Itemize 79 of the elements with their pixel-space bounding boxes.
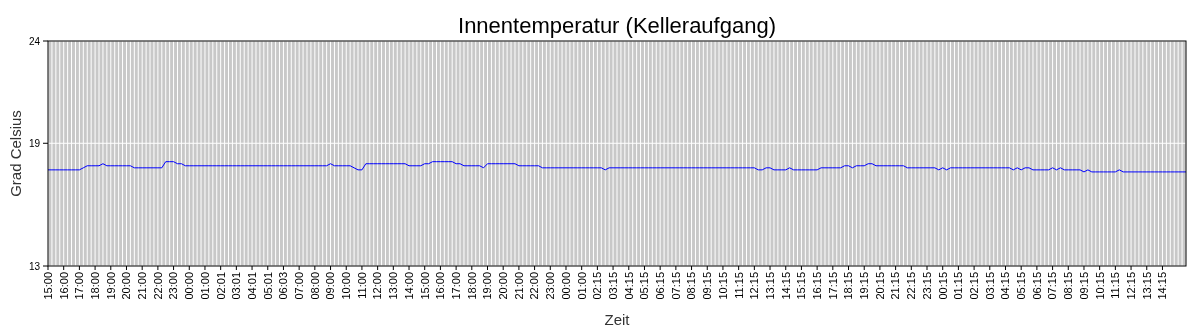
x-tick-label: 18:00 <box>88 272 101 300</box>
x-tick-label: 13:00 <box>387 272 400 300</box>
x-tick-label: 21:00 <box>136 272 149 300</box>
x-tick-label: 03:15 <box>606 272 619 300</box>
x-tick-label: 07:15 <box>1046 272 1059 300</box>
x-tick-label: 03:15 <box>983 272 996 300</box>
x-tick-label: 08:15 <box>1062 272 1075 300</box>
x-tick-label: 11:00 <box>355 272 368 299</box>
x-tick-label: 01:00 <box>575 272 588 300</box>
x-tick-label: 08:00 <box>308 272 321 300</box>
x-tick-label: 16:00 <box>434 272 447 300</box>
x-tick-label: 23:15 <box>920 272 933 300</box>
x-tick-label: 16:15 <box>810 272 823 300</box>
x-tick-label: 15:15 <box>795 272 808 300</box>
x-tick-label: 09:15 <box>701 272 714 300</box>
x-tick-label: 15:00 <box>418 272 431 300</box>
x-tick-label: 12:15 <box>1124 272 1137 300</box>
x-tick-label: 08:15 <box>685 272 698 300</box>
x-tick-label: 19:00 <box>481 272 494 300</box>
x-tick-label: 23:00 <box>544 272 557 300</box>
x-tick-label: 20:15 <box>873 272 886 300</box>
x-tick-label: 17:00 <box>449 272 462 300</box>
x-tick-label: 19:15 <box>858 272 871 300</box>
x-tick-label: 18:15 <box>842 272 855 300</box>
chart-title: Innentemperatur (Kelleraufgang) <box>458 13 776 38</box>
x-tick-label: 00:15 <box>936 272 949 300</box>
x-tick-label: 17:15 <box>826 272 839 300</box>
y-axis-title: Grad Celsius <box>7 110 24 197</box>
x-tick-label: 13:15 <box>1140 272 1153 300</box>
x-tick-label: 07:15 <box>669 272 682 300</box>
x-tick-label: 06:15 <box>1030 272 1043 300</box>
x-tick-label: 05:01 <box>261 272 274 300</box>
x-tick-label: 22:15 <box>905 272 918 300</box>
x-tick-label: 00:00 <box>559 272 572 300</box>
x-tick-label: 11:15 <box>1109 272 1122 299</box>
x-tick-label: 18:00 <box>465 272 478 300</box>
x-tick-label: 09:00 <box>324 272 337 300</box>
x-tick-label: 14:15 <box>779 272 792 300</box>
x-tick-label: 04:15 <box>622 272 635 300</box>
x-tick-label: 05:15 <box>1015 272 1028 300</box>
x-tick-label: 14:00 <box>402 272 415 300</box>
x-axis-title: Zeit <box>604 311 631 328</box>
x-tick-label: 22:00 <box>528 272 541 300</box>
x-tick-label: 11:15 <box>732 272 745 299</box>
x-tick-label: 06:15 <box>654 272 667 300</box>
x-tick-label: 06:03 <box>277 272 290 300</box>
x-tick-label: 21:15 <box>889 272 902 300</box>
x-tick-label: 13:15 <box>763 272 776 300</box>
x-tick-label: 05:15 <box>638 272 651 300</box>
x-tick-label: 01:15 <box>952 272 965 300</box>
y-tick-label: 19 <box>28 137 41 149</box>
x-tick-label: 02:15 <box>591 272 604 300</box>
x-tick-label: 22:00 <box>151 272 164 300</box>
x-tick-label: 12:15 <box>748 272 761 300</box>
y-tick-label: 13 <box>28 260 41 272</box>
x-tick-label: 10:15 <box>1093 272 1106 300</box>
x-tick-label: 23:00 <box>167 272 180 300</box>
x-tick-label: 12:00 <box>371 272 384 300</box>
x-tick-label: 20:00 <box>497 272 510 300</box>
x-tick-label: 19:00 <box>104 272 117 300</box>
x-tick-label: 01:00 <box>198 272 211 300</box>
x-tick-label: 04:01 <box>245 272 258 300</box>
x-tick-label: 20:00 <box>120 272 133 300</box>
x-tick-label: 10:15 <box>716 272 729 300</box>
x-tick-label: 04:15 <box>999 272 1012 300</box>
x-tick-label: 10:00 <box>340 272 353 300</box>
x-tick-label: 17:00 <box>73 272 86 300</box>
x-tick-label: 07:00 <box>292 272 305 300</box>
x-tick-label: 00:00 <box>183 272 196 300</box>
x-tick-label: 02:01 <box>214 272 227 300</box>
y-tick-label: 24 <box>28 35 41 47</box>
x-tick-label: 09:15 <box>1077 272 1090 300</box>
x-tick-label: 03:01 <box>230 272 243 300</box>
x-tick-label: 16:00 <box>57 272 70 300</box>
line-series <box>47 161 1187 173</box>
x-tick-label: 21:00 <box>512 272 525 300</box>
x-tick-label: 14:15 <box>1156 272 1169 300</box>
x-tick-label: 02:15 <box>967 272 980 300</box>
x-tick-label: 15:00 <box>41 272 54 300</box>
